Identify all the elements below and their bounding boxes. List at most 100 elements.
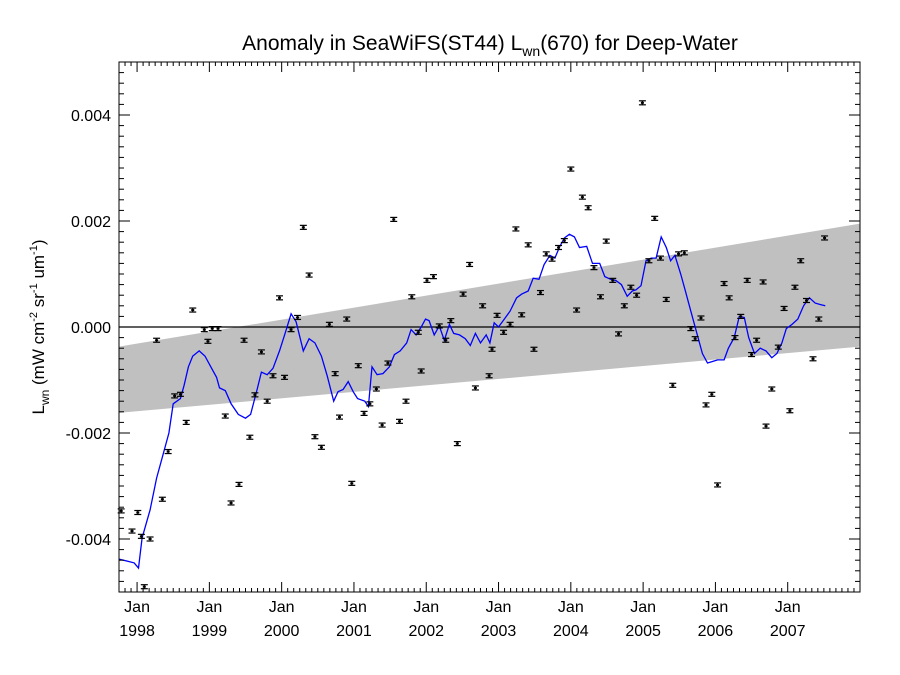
running-mean-line <box>118 233 826 570</box>
data-point <box>620 303 628 309</box>
data-point <box>488 346 496 352</box>
data-point <box>128 528 136 534</box>
data-point <box>378 422 386 428</box>
data-point <box>263 398 271 404</box>
data-point <box>821 235 829 241</box>
x-tick-month-label: Jan <box>413 599 439 616</box>
y-axis-label-sup3: -1 <box>28 245 40 255</box>
data-point <box>774 344 782 350</box>
data-point <box>762 423 770 429</box>
y-axis-label-close: ) <box>29 239 48 245</box>
data-point <box>725 295 733 301</box>
data-point <box>158 496 166 502</box>
y-axis-label-mid: sr <box>29 293 48 312</box>
data-point <box>512 226 520 232</box>
data-point <box>294 314 302 321</box>
data-points <box>117 100 829 590</box>
data-point <box>390 216 398 223</box>
data-point <box>596 294 604 300</box>
x-tick-year-label: 2002 <box>408 623 444 640</box>
data-point <box>500 329 508 335</box>
chart-title-rest: (670) for Deep-Water <box>540 32 738 55</box>
data-point <box>615 331 623 337</box>
data-point <box>555 244 563 251</box>
data-point <box>697 315 705 321</box>
data-point <box>134 509 142 516</box>
data-point <box>691 336 699 342</box>
x-tick-month-label: Jan <box>775 599 801 616</box>
data-point <box>803 297 811 304</box>
y-axis-label-sup1: -2 <box>28 312 40 322</box>
data-point <box>325 321 333 327</box>
y-axis-label-main: L <box>29 405 48 414</box>
y-axis-label-sub: wn <box>38 390 52 406</box>
data-point <box>609 277 617 283</box>
data-point <box>176 391 184 397</box>
x-tick-month-label: Jan <box>124 599 150 616</box>
data-point <box>573 307 581 313</box>
x-tick-month-label: Jan <box>558 599 584 616</box>
y-axis-label-sup2: -1 <box>28 283 40 293</box>
confidence-band-area <box>119 223 860 413</box>
data-point <box>627 284 635 290</box>
x-tick-year-label: 1998 <box>119 623 155 640</box>
data-point <box>221 413 229 419</box>
data-point <box>251 392 259 398</box>
data-point <box>638 100 646 106</box>
data-point <box>442 337 450 343</box>
data-point <box>753 337 761 343</box>
data-point <box>748 351 756 358</box>
y-tick-label: -0.004 <box>66 532 111 549</box>
data-point <box>227 500 235 506</box>
data-point <box>602 238 610 244</box>
data-point <box>815 316 823 322</box>
data-point <box>687 325 695 332</box>
data-point <box>275 295 283 301</box>
data-point <box>466 261 474 268</box>
data-point <box>453 441 461 447</box>
y-axis-label-open: (mW cm <box>29 322 48 390</box>
x-tick-month-label: Jan <box>703 599 729 616</box>
y-tick-label: 0.000 <box>71 320 111 337</box>
running-mean-series <box>118 233 826 570</box>
data-point <box>331 371 339 377</box>
data-point <box>479 303 487 309</box>
chart-title-main: Anomaly in SeaWiFS(ST44) L <box>242 32 522 55</box>
data-point <box>305 272 313 278</box>
data-point <box>651 215 659 221</box>
data-point <box>414 329 422 335</box>
data-point <box>408 294 416 300</box>
data-point <box>435 323 443 329</box>
data-point <box>743 277 751 283</box>
y-tick-label: -0.002 <box>66 426 111 443</box>
data-point <box>257 349 265 355</box>
data-point <box>281 374 289 380</box>
data-point <box>524 242 532 248</box>
data-point <box>590 265 598 271</box>
y-axis-ticks: -0.004 -0.002 0.000 0.002 0.004 <box>66 61 860 593</box>
data-point <box>680 250 688 256</box>
data-point <box>384 360 392 366</box>
x-tick-month-label: Jan <box>196 599 222 616</box>
data-point <box>417 368 425 374</box>
data-point <box>423 277 431 283</box>
data-point <box>567 166 575 172</box>
data-point <box>731 335 739 341</box>
data-point <box>214 325 222 332</box>
x-tick-year-label: 1999 <box>192 623 228 640</box>
data-point <box>506 321 514 327</box>
x-tick-month-label: Jan <box>630 599 656 616</box>
data-point <box>518 312 526 318</box>
data-point <box>287 327 295 333</box>
data-point <box>720 280 728 287</box>
chart-title-subscript: wn <box>521 43 540 59</box>
data-point <box>240 337 248 343</box>
data-point <box>702 402 710 408</box>
data-point <box>708 391 716 397</box>
data-point <box>140 584 148 590</box>
data-point <box>548 256 556 262</box>
data-point <box>759 279 767 285</box>
data-point <box>200 327 208 333</box>
data-point <box>675 251 683 257</box>
